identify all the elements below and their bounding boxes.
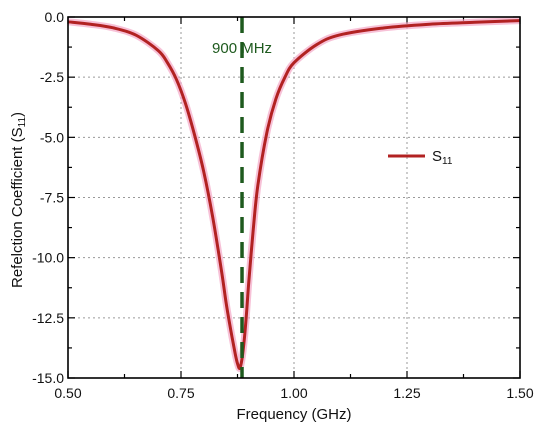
y-tick-label: -2.5: [40, 69, 64, 85]
legend: S11: [388, 148, 453, 167]
series-s11-line: [67, 19, 521, 370]
x-tick-label: 1.25: [393, 385, 420, 401]
y-tick-label: -5.0: [40, 129, 64, 145]
x-tick-label: 1.00: [280, 385, 307, 401]
y-tick-labels: 0.0 -2.5 -5.0 -7.5 -10.0 -12.5 -15.0: [32, 9, 64, 386]
plot-frame: [67, 16, 521, 379]
x-axis-title: Frequency (GHz): [236, 406, 351, 423]
grid: [68, 17, 520, 378]
y-axis-title: Refelction Coefficient (S11): [9, 112, 28, 288]
x-tick-label: 0.75: [167, 385, 194, 401]
x-tick-labels: 0.50 0.75 1.00 1.25 1.50: [54, 385, 533, 401]
y-tick-label: 0.0: [45, 9, 65, 25]
y-tick-label: -10.0: [32, 250, 64, 266]
resonance-marker-label: 900 MHz: [212, 40, 272, 57]
x-tick-label: 1.50: [506, 385, 533, 401]
y-tick-label: -12.5: [32, 310, 64, 326]
y-tick-label: -7.5: [40, 190, 64, 206]
x-tick-label: 0.50: [54, 385, 81, 401]
legend-label-s11: S11: [432, 148, 453, 167]
y-tick-label: -15.0: [32, 370, 64, 386]
